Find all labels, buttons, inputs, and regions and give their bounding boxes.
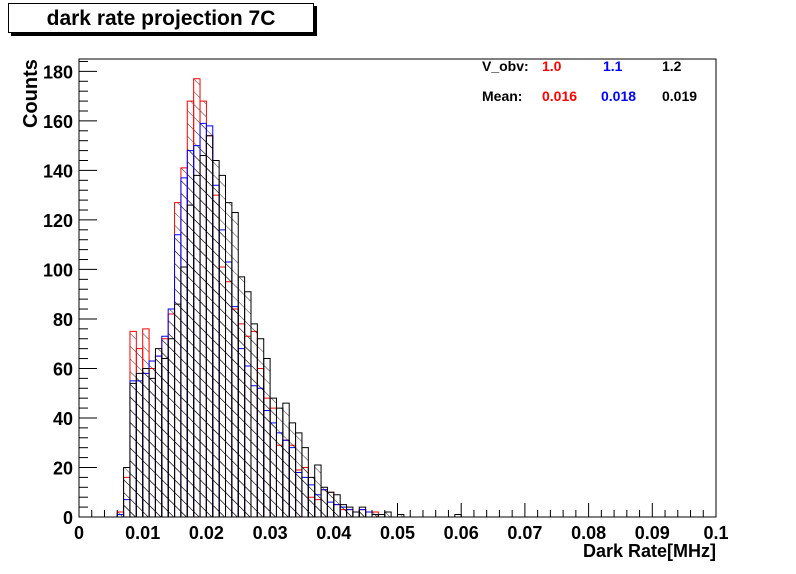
y-tick-label: 60 [53, 359, 73, 379]
y-tick-label: 140 [43, 161, 73, 181]
legend-vobv-label: V_obv: [482, 58, 529, 74]
legend-vobv-1: 1.0 [542, 58, 562, 74]
y-tick-label: 20 [53, 458, 73, 478]
y-tick-label: 40 [53, 409, 73, 429]
x-tick-label: 0 [74, 523, 84, 543]
x-tick-label: 0.04 [316, 523, 351, 543]
x-tick-label: 0.02 [189, 523, 224, 543]
y-tick-label: 100 [43, 260, 73, 280]
chart-title-box: dark rate projection 7C [8, 3, 314, 33]
y-tick-label: 0 [63, 508, 73, 528]
series-3-fill [123, 135, 462, 517]
legend-mean-2: 0.018 [601, 88, 636, 104]
y-tick-label: 160 [43, 112, 73, 132]
x-axis-label: Dark Rate[MHz] [583, 541, 716, 561]
legend-vobv-3: 1.2 [662, 58, 682, 74]
legend-vobv-2: 1.1 [603, 58, 623, 74]
x-tick-label: 0.07 [507, 523, 542, 543]
y-tick-label: 180 [43, 62, 73, 82]
x-tick-label: 0.06 [444, 523, 479, 543]
x-tick-label: 0.1 [703, 523, 728, 543]
legend: V_obv: 1.0 1.1 1.2 Mean: 0.016 0.018 0.0… [482, 58, 697, 104]
x-tick-label: 0.05 [380, 523, 415, 543]
histogram-bars [116, 78, 462, 518]
y-tick-label: 120 [43, 211, 73, 231]
y-tick-label: 80 [53, 310, 73, 330]
x-tick-label: 0.03 [253, 523, 288, 543]
chart-title: dark rate projection 7C [46, 7, 276, 30]
legend-mean-3: 0.019 [662, 88, 697, 104]
axes: 0 0.01 0.02 0.03 0.04 0.05 0.06 0.07 0.08 0.09 0.1… [43, 59, 729, 543]
y-axis-label: Counts [20, 59, 42, 128]
series-3 [123, 135, 462, 517]
legend-mean-label: Mean: [482, 88, 522, 104]
x-tick-label: 0.09 [635, 523, 670, 543]
x-tick-label: 0.08 [571, 523, 606, 543]
x-tick-label: 0.01 [125, 523, 160, 543]
legend-mean-1: 0.016 [542, 88, 577, 104]
